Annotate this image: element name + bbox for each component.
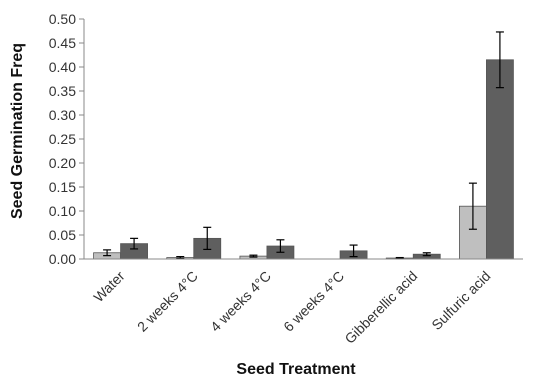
y-tick-label: 0.30	[49, 107, 76, 123]
y-tick-label: 0.10	[49, 203, 76, 219]
x-axis-category-labels: Water 2 weeks 4°C 4 weeks 4°C 6 weeks 4°CGi…	[90, 268, 493, 347]
x-category-label: 4 weeks 4°C	[207, 268, 274, 335]
x-category-label: Sulfuric acid	[428, 268, 493, 333]
y-tick-label: 0.50	[49, 11, 76, 27]
y-tick-label: 0.15	[49, 179, 76, 195]
x-category-label: Water	[90, 268, 128, 306]
y-tick-label: 0.05	[49, 227, 76, 243]
y-tick-label: 0.25	[49, 131, 76, 147]
x-category-label: 6 weeks 4°C	[280, 268, 347, 335]
y-tick-label: 0.35	[49, 83, 76, 99]
y-axis-title: Seed Germination Freq	[9, 43, 26, 219]
x-axis-title: Seed Treatment	[236, 361, 356, 378]
bars	[93, 59, 514, 260]
x-category-label: Gibberellic acid	[341, 268, 420, 347]
error-bars	[103, 31, 504, 260]
bar-2	[486, 59, 514, 260]
x-category-label: 2 weeks 4°C	[134, 268, 201, 335]
y-tick-label: 0.45	[49, 35, 76, 51]
y-tick-label: 0.40	[49, 59, 76, 75]
y-tick-label: 0.00	[49, 251, 76, 267]
y-axis-ticks: 0.00 0.05 0.10 0.15 0.20 0.25 0.30 0.35 0.40 0.45…	[49, 11, 84, 267]
y-tick-label: 0.20	[49, 155, 76, 171]
